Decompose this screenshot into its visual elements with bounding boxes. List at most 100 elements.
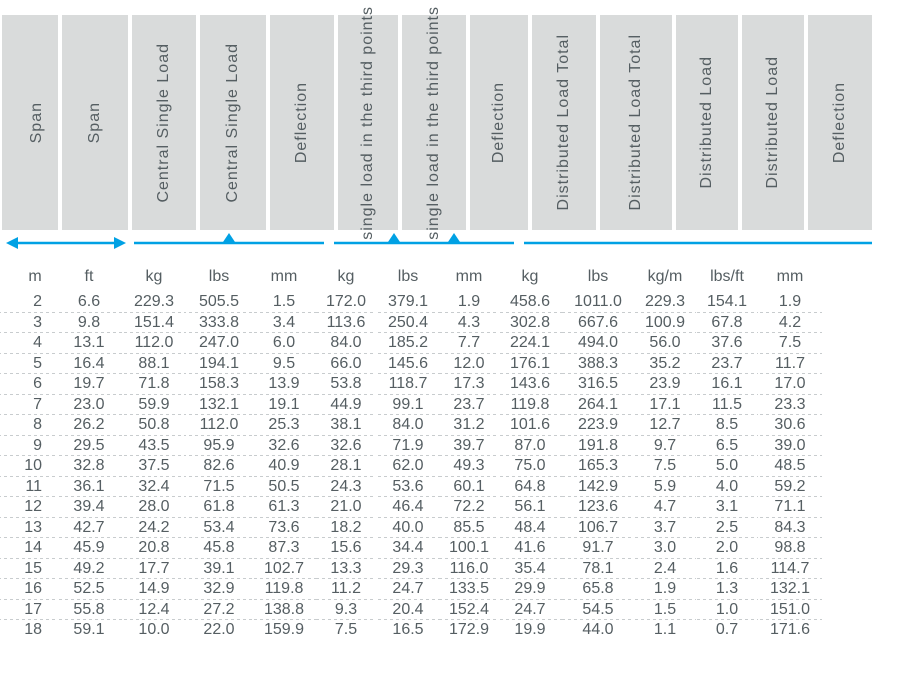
table-row: 1342.724.253.473.618.240.085.548.4106.73…	[0, 518, 902, 539]
table-cell: 54.5	[562, 600, 634, 621]
table-cell: 24.7	[376, 579, 440, 600]
table-cell: 23.9	[634, 374, 696, 395]
col-header: Distributed Load	[676, 15, 738, 230]
col-header-label: single load in the third points	[425, 6, 443, 240]
table-cell: 1.3	[696, 579, 758, 600]
table-cell: 72.2	[440, 497, 498, 518]
table-cell: 16.4	[56, 354, 122, 375]
table-cell: 5.0	[696, 456, 758, 477]
table-cell: 30.6	[758, 415, 822, 436]
table-cell: 19.7	[56, 374, 122, 395]
table-row: 1652.514.932.9119.811.224.7133.529.965.8…	[0, 579, 902, 600]
table-cell: 16	[0, 579, 56, 600]
col-header-label: Distributed Load	[764, 56, 782, 189]
col-header: Deflection	[470, 15, 528, 230]
table-cell: 50.5	[252, 477, 316, 498]
table-cell: 17	[0, 600, 56, 621]
table-cell: 9.5	[252, 354, 316, 375]
unit-label: kg	[122, 268, 186, 286]
table-cell: 23.7	[696, 354, 758, 375]
table-cell: 88.1	[122, 354, 186, 375]
table-row: 413.1112.0247.06.084.0185.27.7224.1494.0…	[0, 333, 902, 354]
table-row: 1859.110.022.0159.97.516.5172.919.944.01…	[0, 620, 902, 641]
table-row: 1445.920.845.887.315.634.4100.141.691.73…	[0, 538, 902, 559]
table-cell: 17.0	[758, 374, 822, 395]
load-deflection-table: { "style": { "font_family": "Arial", "te…	[0, 0, 902, 700]
table-cell: 1.9	[758, 292, 822, 313]
table-cell: 10	[0, 456, 56, 477]
col-header: Span	[62, 15, 128, 230]
unit-label: lbs/ft	[696, 268, 758, 286]
table-cell: 123.6	[562, 497, 634, 518]
table-cell: 35.2	[634, 354, 696, 375]
table-cell: 39.7	[440, 436, 498, 457]
table-cell: 4	[0, 333, 56, 354]
col-header-label: Distributed Load Total	[555, 34, 573, 210]
table-cell: 34.4	[376, 538, 440, 559]
unit-label: ft	[56, 268, 122, 286]
table-cell: 11.2	[316, 579, 376, 600]
table-cell: 11.7	[758, 354, 822, 375]
table-cell: 9.3	[316, 600, 376, 621]
table-cell: 32.8	[56, 456, 122, 477]
table-cell: 29.3	[376, 559, 440, 580]
table-cell: 16.5	[376, 620, 440, 641]
table-cell: 229.3	[634, 292, 696, 313]
table-cell: 40.9	[252, 456, 316, 477]
table-cell: 18.2	[316, 518, 376, 539]
table-cell: 132.1	[186, 395, 252, 416]
table-cell: 152.4	[440, 600, 498, 621]
table-cell: 24.2	[122, 518, 186, 539]
table-cell: 112.0	[122, 333, 186, 354]
table-cell: 15	[0, 559, 56, 580]
table-cell: 19.1	[252, 395, 316, 416]
table-cell: 8.5	[696, 415, 758, 436]
table-cell: 3.1	[696, 497, 758, 518]
table-cell: 37.6	[696, 333, 758, 354]
table-cell: 23.7	[440, 395, 498, 416]
table-cell: 316.5	[562, 374, 634, 395]
table-cell: 112.0	[186, 415, 252, 436]
table-cell: 24.7	[498, 600, 562, 621]
table-cell: 119.8	[252, 579, 316, 600]
table-cell: 667.6	[562, 313, 634, 334]
table-cell: 101.6	[498, 415, 562, 436]
table-cell: 1.5	[634, 600, 696, 621]
table-cell: 56.1	[498, 497, 562, 518]
table-cell: 11	[0, 477, 56, 498]
table-cell: 12.4	[122, 600, 186, 621]
table-cell: 42.7	[56, 518, 122, 539]
table-cell: 17.1	[634, 395, 696, 416]
table-cell: 154.1	[696, 292, 758, 313]
data-body: 26.6229.3505.51.5172.0379.11.9458.61011.…	[0, 292, 902, 641]
table-cell: 264.1	[562, 395, 634, 416]
table-cell: 41.6	[498, 538, 562, 559]
table-cell: 113.6	[316, 313, 376, 334]
table-cell: 59.1	[56, 620, 122, 641]
table-cell: 39.1	[186, 559, 252, 580]
table-cell: 4.2	[758, 313, 822, 334]
table-cell: 71.1	[758, 497, 822, 518]
table-cell: 39.0	[758, 436, 822, 457]
table-cell: 13	[0, 518, 56, 539]
table-cell: 172.0	[316, 292, 376, 313]
table-cell: 333.8	[186, 313, 252, 334]
table-cell: 1.1	[634, 620, 696, 641]
table-cell: 67.8	[696, 313, 758, 334]
table-cell: 13.9	[252, 374, 316, 395]
col-header-label: Span	[28, 102, 46, 143]
table-cell: 142.9	[562, 477, 634, 498]
table-cell: 1.9	[440, 292, 498, 313]
table-row: 1136.132.471.550.524.353.660.164.8142.95…	[0, 477, 902, 498]
table-cell: 39.4	[56, 497, 122, 518]
table-cell: 119.8	[498, 395, 562, 416]
col-header-label: Deflection	[490, 82, 508, 163]
table-cell: 132.1	[758, 579, 822, 600]
table-cell: 35.4	[498, 559, 562, 580]
table-cell: 158.3	[186, 374, 252, 395]
table-cell: 28.0	[122, 497, 186, 518]
table-cell: 165.3	[562, 456, 634, 477]
table-cell: 84.3	[758, 518, 822, 539]
table-cell: 176.1	[498, 354, 562, 375]
table-cell: 23.0	[56, 395, 122, 416]
